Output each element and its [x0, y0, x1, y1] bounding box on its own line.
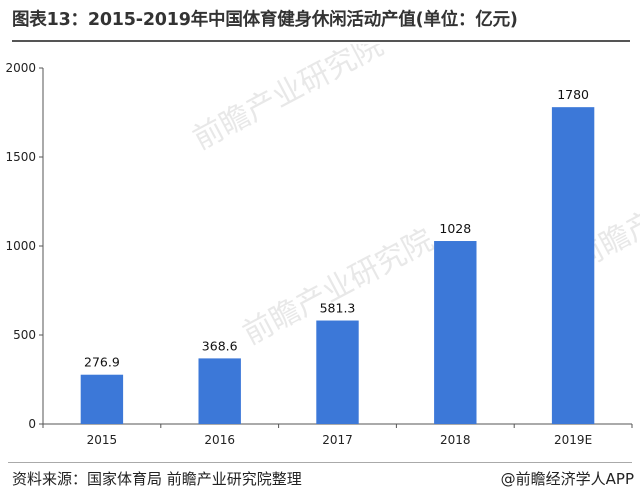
data-label-2015: 276.9 — [84, 355, 120, 370]
data-label-2019E: 1780 — [557, 87, 589, 102]
x-tick-label-2017: 2017 — [322, 433, 353, 447]
y-axis: 0 500 1000 1500 2000 — [5, 61, 44, 431]
bar-2019E — [551, 107, 595, 424]
bar-2016 — [198, 358, 241, 424]
data-labels: 276.9 368.6 581.3 1028 1780 — [84, 87, 589, 370]
data-label-2016: 368.6 — [202, 338, 238, 353]
x-tick-label-2018: 2018 — [440, 433, 471, 447]
title-divider — [12, 40, 630, 42]
bar-2017 — [316, 320, 359, 424]
data-label-2017: 581.3 — [320, 301, 356, 316]
bar-2018 — [434, 241, 477, 424]
chart-title: 图表13：2015-2019年中国体育健身休闲活动产值(单位：亿元) — [12, 10, 518, 30]
y-tick-label: 1500 — [5, 150, 36, 164]
x-tick-label-2016: 2016 — [204, 433, 235, 447]
footer-divider — [8, 462, 632, 463]
bar-series — [80, 107, 595, 424]
x-axis: 2015 2016 2017 2018 2019E — [42, 423, 633, 447]
y-tick-label: 1000 — [5, 239, 36, 253]
data-label-2018: 1028 — [439, 221, 471, 236]
credit-note: @前瞻经济学人APP — [500, 470, 634, 488]
y-tick-label: 2000 — [5, 61, 36, 75]
x-tick-label-2015: 2015 — [87, 433, 118, 447]
bar-2015 — [80, 374, 124, 424]
x-tick-label-2019E: 2019E — [554, 433, 592, 447]
source-note: 资料来源：国家体育局 前瞻产业研究院整理 — [12, 470, 302, 488]
watermark-text: 前瞻产业研究院 — [187, 44, 389, 157]
y-tick-label: 500 — [13, 328, 36, 342]
y-tick-label: 0 — [28, 417, 36, 431]
